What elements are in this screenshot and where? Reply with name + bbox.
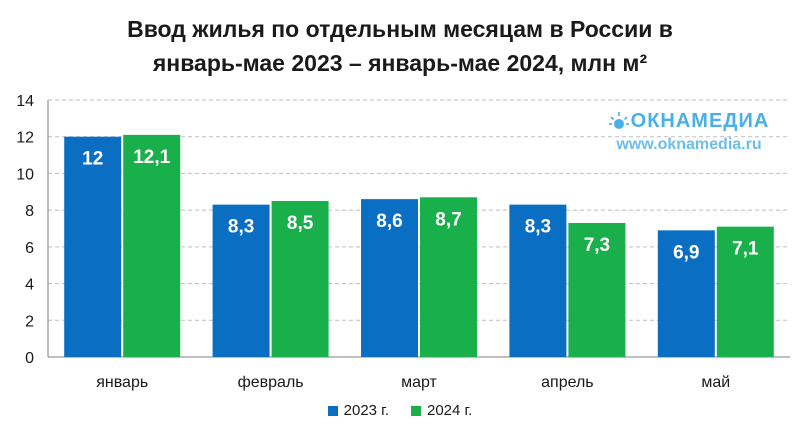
y-tick-label: 12 [16, 130, 34, 147]
watermark: ОКНАМЕДИА www.oknamedia.ru [598, 108, 780, 156]
bar-2023-3 [509, 204, 567, 357]
sun-logo-icon [608, 112, 629, 129]
legend-swatch-2024 [411, 405, 421, 416]
bar-2024-2 [420, 197, 477, 357]
data-label: 8,5 [287, 213, 314, 234]
bar-2023-1 [212, 204, 270, 357]
bar-2024-1 [271, 200, 329, 357]
data-label: 8,3 [228, 217, 254, 238]
legend-label-2023: 2023 г. [343, 402, 389, 419]
x-tick-label: апрель [541, 374, 594, 391]
legend-label-2024: 2024 г. [427, 402, 473, 419]
legend-swatch-2023 [327, 405, 338, 416]
data-label: 7,3 [584, 235, 610, 256]
watermark-url: www.oknamedia.ru [616, 136, 762, 153]
data-label: 6,9 [673, 242, 699, 263]
data-label: 8,3 [525, 217, 551, 238]
chart-title-line-2: январь-мае 2023 – январь-мае 2024, млн м… [152, 50, 648, 76]
data-label: 8,7 [435, 209, 461, 230]
chart-title: Ввод жилья по отдельным месяцам в России… [0, 12, 800, 80]
bar-2024-4 [716, 226, 774, 357]
data-label: 7,1 [732, 239, 759, 260]
data-label: 8,6 [376, 211, 402, 232]
legend: 2023 г. 2024 г. [0, 402, 800, 419]
y-tick-label: 4 [25, 277, 34, 294]
x-tick-label: февраль [238, 374, 304, 391]
bar-2023-4 [657, 230, 715, 357]
y-tick-label: 14 [16, 93, 34, 110]
y-tick-label: 8 [25, 203, 34, 220]
data-label: 12 [82, 149, 103, 170]
bar-2024-3 [568, 222, 626, 357]
bar-2024-0 [123, 134, 181, 357]
data-label: 12,1 [133, 147, 170, 168]
y-tick-label: 2 [25, 313, 34, 330]
chart-title-line-1: Ввод жилья по отдельным месяцам в России… [127, 16, 673, 42]
bar-chart: 0 2 4 6 8 10 12 14 12 12,1 январь 8,3 8,5 февраль 8,6 8… [16, 93, 790, 391]
watermark-brand-text: ОКНАМЕДИА [630, 110, 770, 132]
x-tick-label: январь [96, 374, 148, 391]
x-tick-label: май [701, 374, 730, 391]
bar-2023-0 [64, 136, 122, 357]
y-tick-label: 10 [16, 166, 34, 183]
x-tick-label: март [401, 374, 437, 391]
y-tick-label: 6 [25, 240, 34, 257]
bar-2023-2 [361, 199, 418, 357]
watermark-brand: ОКНАМЕДИА [598, 108, 780, 134]
y-tick-label: 0 [25, 350, 34, 367]
legend-item-2024: 2024 г. [411, 402, 472, 419]
legend-item-2023: 2023 г. [327, 402, 389, 419]
